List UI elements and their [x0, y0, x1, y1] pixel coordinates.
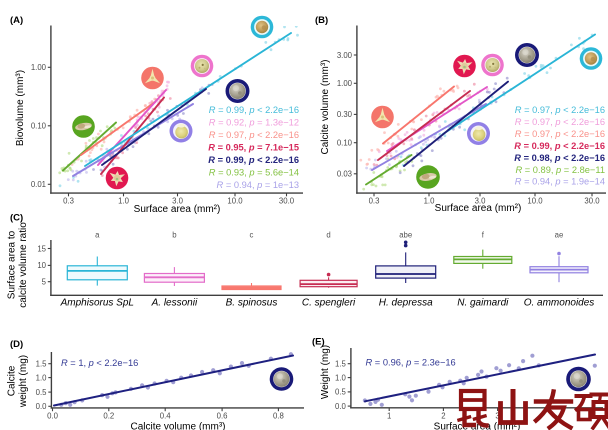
- svg-text:Calcite volume (mm³): Calcite volume (mm³): [320, 59, 331, 154]
- svg-text:N. gaimardi: N. gaimardi: [457, 298, 509, 309]
- svg-text:R = 0.92, p = 1.3e−12: R = 0.92, p = 1.3e−12: [209, 117, 299, 127]
- svg-text:15: 15: [37, 244, 46, 253]
- svg-text:a: a: [95, 231, 100, 240]
- svg-text:R = 0.99, p < 2.2e−16: R = 0.99, p < 2.2e−16: [514, 141, 605, 151]
- svg-text:0.30: 0.30: [337, 110, 353, 119]
- svg-text:(A): (A): [10, 15, 23, 26]
- svg-text:Calcite: Calcite: [7, 365, 18, 396]
- svg-text:1.5: 1.5: [36, 360, 48, 369]
- svg-text:1.00: 1.00: [337, 79, 353, 88]
- svg-text:1.0: 1.0: [36, 373, 48, 382]
- svg-text:5: 5: [42, 278, 47, 287]
- svg-text:0.8: 0.8: [273, 412, 284, 421]
- svg-text:10: 10: [37, 261, 46, 270]
- svg-text:30.0: 30.0: [279, 196, 295, 205]
- svg-text:0.5: 0.5: [36, 388, 48, 397]
- svg-text:1.0: 1.0: [118, 196, 130, 205]
- svg-text:0.5: 0.5: [335, 388, 347, 397]
- svg-text:1: 1: [387, 412, 391, 421]
- svg-text:R = 0.99, p < 2.2e−16: R = 0.99, p < 2.2e−16: [209, 105, 299, 115]
- svg-text:B. spinosus: B. spinosus: [226, 298, 278, 309]
- svg-text:b: b: [172, 231, 177, 240]
- svg-text:10.0: 10.0: [227, 196, 243, 205]
- svg-text:R = 0.96, p = 2.3e−16: R = 0.96, p = 2.3e−16: [366, 357, 456, 367]
- svg-text:A. lessonii: A. lessonii: [151, 298, 198, 309]
- svg-text:1.0: 1.0: [335, 373, 347, 382]
- svg-text:0.3: 0.3: [63, 196, 74, 205]
- svg-text:2: 2: [441, 412, 445, 421]
- svg-text:R = 0.94, p = 1.9e−14: R = 0.94, p = 1.9e−14: [515, 177, 605, 187]
- svg-text:0.4: 0.4: [160, 412, 172, 421]
- svg-text:0.2: 0.2: [103, 412, 114, 421]
- svg-text:Surface area (mm²): Surface area (mm²): [134, 204, 221, 215]
- svg-text:0.3: 0.3: [369, 196, 380, 205]
- svg-text:abe: abe: [399, 231, 412, 240]
- svg-text:1.00: 1.00: [31, 63, 47, 72]
- svg-text:0.0: 0.0: [47, 412, 59, 421]
- svg-text:c: c: [250, 231, 254, 240]
- svg-text:30.0: 30.0: [584, 196, 600, 205]
- svg-text:calcite volume ratio: calcite volume ratio: [18, 222, 29, 308]
- svg-text:d: d: [326, 231, 330, 240]
- svg-text:R = 0.99, p < 2.2e−16: R = 0.99, p < 2.2e−16: [208, 155, 299, 165]
- svg-text:Amphisorus SpL: Amphisorus SpL: [60, 298, 134, 309]
- svg-text:(D): (D): [10, 339, 23, 350]
- svg-text:R = 0.94, p = 1e−13: R = 0.94, p = 1e−13: [217, 180, 299, 190]
- svg-text:Biovolume (mm³): Biovolume (mm³): [15, 70, 26, 146]
- svg-text:(C): (C): [10, 213, 23, 224]
- svg-text:R = 0.95, p = 7.1e−15: R = 0.95, p = 7.1e−15: [208, 142, 299, 152]
- svg-text:0.0: 0.0: [36, 402, 48, 411]
- svg-text:0.0: 0.0: [335, 402, 347, 411]
- svg-text:R = 0.98, p < 2.2e−16: R = 0.98, p < 2.2e−16: [514, 153, 605, 163]
- svg-text:R = 0.97, p < 2.2e−16: R = 0.97, p < 2.2e−16: [515, 117, 605, 127]
- svg-text:Weight (mg): Weight (mg): [320, 345, 331, 399]
- svg-text:0.03: 0.03: [337, 170, 352, 179]
- svg-text:R = 0.97, p < 2.2e−16: R = 0.97, p < 2.2e−16: [515, 105, 605, 115]
- svg-text:R = 0.97, p < 2.2e−16: R = 0.97, p < 2.2e−16: [515, 129, 605, 139]
- svg-text:(B): (B): [315, 15, 328, 26]
- svg-text:10.0: 10.0: [527, 196, 543, 205]
- svg-text:ae: ae: [555, 231, 564, 240]
- svg-text:weight (mg): weight (mg): [18, 355, 29, 408]
- svg-text:f: f: [482, 231, 485, 240]
- svg-text:R = 0.89, p = 2.8e−11: R = 0.89, p = 2.8e−11: [515, 165, 605, 175]
- svg-text:3.0: 3.0: [475, 196, 487, 205]
- svg-text:Calcite volume (mm³): Calcite volume (mm³): [130, 422, 225, 430]
- svg-text:(E): (E): [312, 337, 325, 348]
- svg-text:Surface area to: Surface area to: [7, 230, 18, 299]
- svg-text:R = 0.97, p < 2.2e−16: R = 0.97, p < 2.2e−16: [209, 130, 299, 140]
- svg-text:1.5: 1.5: [335, 360, 347, 369]
- svg-text:R = 1, p < 2.2e−16: R = 1, p < 2.2e−16: [61, 358, 138, 368]
- svg-text:0.10: 0.10: [31, 122, 47, 131]
- svg-text:0.01: 0.01: [31, 180, 46, 189]
- svg-text:O. ammonoides: O. ammonoides: [524, 298, 595, 309]
- svg-text:Surface area (mm²): Surface area (mm²): [434, 422, 521, 430]
- svg-text:3.00: 3.00: [337, 51, 353, 60]
- svg-text:3.0: 3.0: [172, 196, 184, 205]
- svg-text:0.6: 0.6: [217, 412, 228, 421]
- svg-text:R = 0.93, p = 5.6e−14: R = 0.93, p = 5.6e−14: [209, 167, 299, 177]
- svg-text:3: 3: [495, 412, 499, 421]
- svg-text:0.10: 0.10: [337, 139, 353, 148]
- svg-text:Surface area (mm²): Surface area (mm²): [435, 203, 522, 214]
- svg-text:C. spengleri: C. spengleri: [302, 298, 356, 309]
- svg-text:1.0: 1.0: [424, 196, 436, 205]
- svg-text:H. depressa: H. depressa: [379, 298, 433, 309]
